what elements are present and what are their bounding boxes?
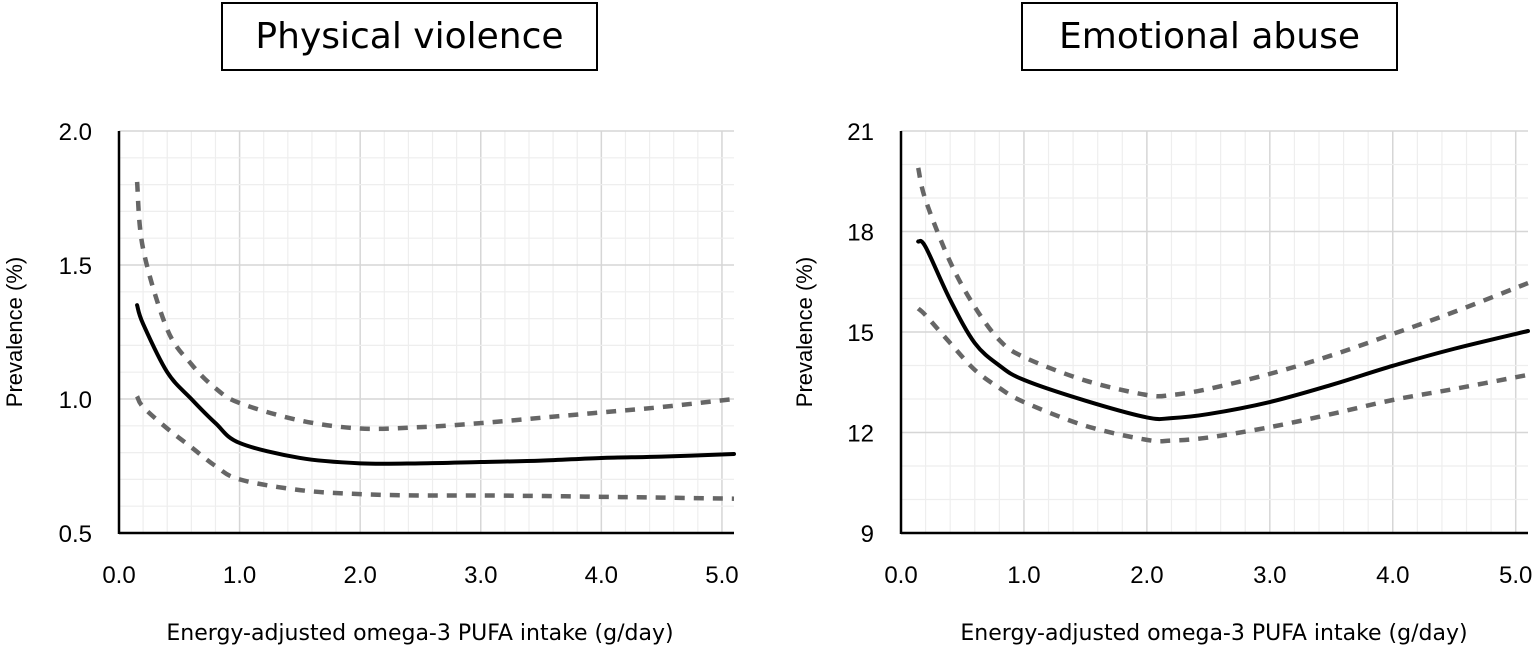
x-tick-label: 2.0 [343, 562, 376, 589]
x-tick-label: 0.0 [102, 562, 135, 589]
y-tick-label: 1.0 [59, 387, 92, 414]
x-tick-label: 1.0 [1007, 562, 1040, 589]
x-tick-label: 4.0 [1376, 562, 1409, 589]
x-tick-label: 4.0 [585, 562, 618, 589]
y-tick-label: 12 [847, 421, 874, 448]
x-tick-label: 3.0 [464, 562, 497, 589]
prevalence-line [916, 238, 1530, 422]
y-tick-label: 15 [847, 320, 874, 347]
x-tick-label: 2.0 [1130, 562, 1163, 589]
y-tick-label: 18 [847, 220, 874, 247]
y-tick-label: 21 [847, 119, 874, 146]
x-tick-label: 3.0 [1253, 562, 1286, 589]
x-tick-label: 1.0 [223, 562, 256, 589]
y-tick-label: 9 [861, 521, 874, 548]
upper-ci-line [134, 181, 735, 432]
y-tick-label: 1.5 [59, 253, 92, 280]
x-tick-label: 5.0 [1499, 562, 1532, 589]
prevalence-line [135, 303, 736, 466]
y-tick-label: 0.5 [59, 521, 92, 548]
upper-ci-line [916, 167, 1529, 399]
chart-title-physical-violence: Physical violence [221, 2, 598, 71]
x-axis-title: Energy-adjusted omega-3 PUFA intake (g/d… [166, 621, 673, 646]
lower-ci-line [916, 306, 1529, 444]
x-tick-label: 5.0 [705, 562, 738, 589]
y-tick-label: 2.0 [59, 119, 92, 146]
chart-title-emotional-abuse: Emotional abuse [1021, 2, 1398, 71]
emotional-abuse-chart: 0.0 1.0 2.0 3.0 4.0 5.0 9 12 15 18 21 Energy-adjust… [792, 119, 1532, 646]
x-tick-label: 0.0 [884, 562, 917, 589]
x-axis-title: Energy-adjusted omega-3 PUFA intake (g/d… [960, 621, 1467, 646]
lower-ci-line [135, 395, 735, 501]
y-axis-title: Prevalence (%) [792, 257, 817, 407]
y-axis-title: Prevalence (%) [2, 257, 27, 407]
physical-violence-chart: 0.0 1.0 2.0 3.0 4.0 5.0 0.5 1.0 1.5 2.0 Energy-adj… [2, 119, 739, 646]
